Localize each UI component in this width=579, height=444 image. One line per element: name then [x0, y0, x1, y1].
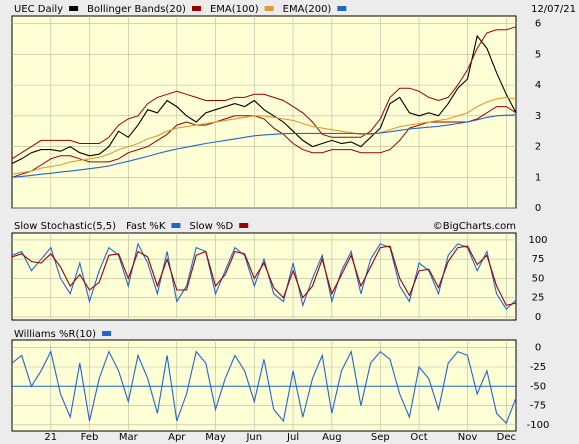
- legend-label: EMA(100): [210, 4, 259, 15]
- x-tick-label: 21: [44, 432, 57, 443]
- plot-area: [11, 232, 517, 321]
- plot-area: [11, 15, 517, 209]
- y-tick-label: 1: [535, 172, 541, 183]
- y-tick-label: 4: [535, 80, 541, 91]
- legend-label: Bollinger Bands(20): [87, 4, 186, 15]
- panel-title: Williams %R(10): [14, 329, 96, 340]
- x-tick-label: May: [205, 432, 226, 443]
- x-tick-label: Oct: [410, 432, 427, 443]
- panel-title: Slow Stochastic(5,5): [14, 221, 116, 232]
- x-tick-label: Jul: [286, 432, 299, 443]
- series-line: [11, 349, 517, 425]
- legend-swatch: [191, 6, 201, 11]
- x-tick-label: Nov: [458, 432, 478, 443]
- x-tick-label: Apr: [168, 432, 186, 443]
- y-tick-label: -100: [527, 420, 550, 431]
- y-tick-label: 75: [532, 254, 545, 265]
- date-label: 12/07/21: [531, 4, 576, 15]
- bollinger-upper: [11, 26, 517, 160]
- x-tick-label: Mar: [119, 432, 139, 443]
- series-line: [11, 242, 517, 311]
- y-tick-label: 5: [535, 49, 541, 60]
- legend-label: UEC Daily: [14, 4, 63, 15]
- y-tick-label: -50: [530, 381, 546, 392]
- series-line: [11, 34, 517, 164]
- y-tick-label: 0: [535, 343, 541, 354]
- credit: ©BigCharts.com: [433, 221, 516, 232]
- x-tick-label: Feb: [81, 432, 99, 443]
- y-tick-label: 3: [535, 111, 541, 122]
- y-tick-label: -75: [530, 401, 546, 412]
- plot-area: [11, 339, 517, 432]
- legend-label: Slow %D: [189, 221, 233, 232]
- x-tick-label: Aug: [322, 432, 342, 443]
- legend-label: Fast %K: [126, 221, 166, 232]
- y-tick-label: -25: [530, 362, 546, 373]
- y-tick-label: 2: [535, 142, 541, 153]
- legend-swatch: [102, 331, 112, 336]
- y-tick-label: 25: [532, 293, 545, 304]
- x-tick-label: Dec: [497, 432, 516, 443]
- legend-swatch: [337, 6, 347, 11]
- x-tick-label: Sep: [371, 432, 390, 443]
- y-tick-label: 6: [535, 19, 541, 30]
- series-line: [11, 96, 517, 175]
- series-line: [11, 245, 517, 307]
- legend-swatch: [264, 6, 274, 11]
- y-tick-label: 100: [528, 235, 547, 246]
- legend-swatch: [69, 6, 79, 11]
- legend-swatch: [239, 223, 249, 228]
- x-tick-label: Jun: [245, 432, 262, 443]
- legend-label: EMA(200): [283, 4, 332, 15]
- y-tick-label: 50: [532, 273, 545, 284]
- legend-swatch: [171, 223, 181, 228]
- y-tick-label: 0: [535, 312, 541, 323]
- series-line: [11, 114, 517, 178]
- y-tick-label: 0: [535, 203, 541, 214]
